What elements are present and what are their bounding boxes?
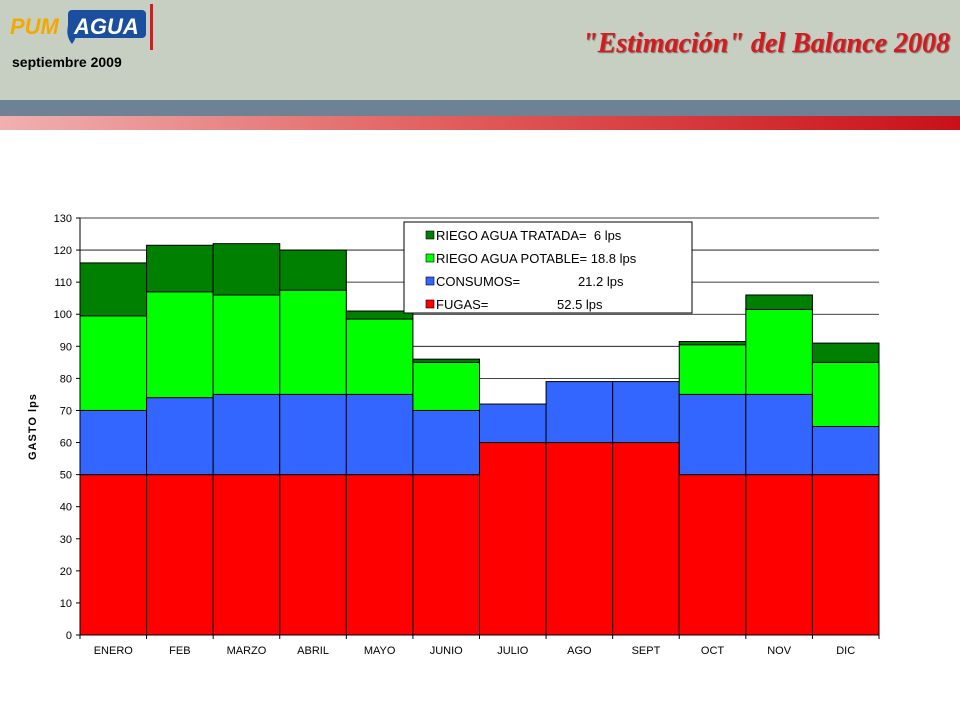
x-tick-label: AGO	[567, 645, 592, 657]
x-tick-label: NOV	[767, 645, 792, 657]
water-drop-icon	[67, 12, 77, 44]
bar-segment	[279, 249, 347, 291]
bar-segment	[811, 426, 880, 476]
header-divider-band	[0, 100, 960, 116]
bar-segment	[79, 262, 148, 317]
y-tick-label: 90	[60, 341, 72, 353]
legend-label: RIEGO AGUA POTABLE= 18.8 lps	[436, 251, 637, 266]
y-tick-label: 100	[54, 309, 72, 321]
bar-segment	[745, 474, 813, 636]
x-tick-label: DIC	[836, 645, 855, 657]
bar-segment	[745, 294, 813, 310]
legend-swatch	[425, 230, 435, 240]
legend-label: CONSUMOS= 21.2 lps	[436, 274, 624, 289]
page-title: "Estimación" del Balance 2008	[582, 28, 950, 59]
y-tick-label: 70	[60, 405, 72, 417]
x-tick-label: SEPT	[632, 645, 661, 657]
y-tick-label: 20	[60, 566, 72, 578]
x-tick-label: JUNIO	[430, 645, 463, 657]
bar-segment	[745, 393, 813, 476]
bar-segment	[146, 244, 214, 293]
y-tick-label: 40	[60, 502, 72, 514]
y-tick-label: 80	[60, 373, 72, 385]
bar-segment	[279, 289, 347, 395]
pumagua-logo: PUM AGUA	[10, 4, 153, 50]
header-gradient-band	[0, 116, 960, 130]
legend-label: RIEGO AGUA TRATADA= 6 lps	[436, 228, 622, 243]
bar-segment	[678, 340, 747, 346]
bar-segment	[745, 308, 813, 395]
logo-text-puma: PUM	[10, 14, 60, 39]
bar-segment	[146, 291, 214, 399]
logo-blue-box	[68, 10, 146, 38]
x-tick-label: MARZO	[227, 645, 267, 657]
bar-segment	[146, 474, 214, 636]
y-tick-label: 120	[54, 245, 72, 257]
bar-segment	[279, 393, 347, 476]
bar-segment	[79, 474, 148, 636]
bar-segment	[212, 474, 281, 636]
bar-segment	[612, 381, 680, 444]
bar-segment	[479, 403, 547, 444]
bar-segment	[212, 294, 281, 395]
x-tick-label: MAYO	[364, 645, 396, 657]
legend-label: FUGAS= 52.5 lps	[436, 297, 603, 312]
bar-segment	[345, 393, 414, 476]
bar-segment	[811, 361, 880, 428]
legend-swatch	[425, 253, 435, 263]
bar-segment	[412, 409, 480, 476]
bar-segment	[79, 409, 148, 476]
x-tick-label: ABRIL	[297, 645, 329, 657]
y-tick-label: 50	[60, 470, 72, 482]
bar-segment	[345, 474, 414, 636]
y-tick-label: 10	[60, 598, 72, 610]
logo-divider	[150, 4, 153, 50]
x-tick-label: ENERO	[94, 645, 134, 657]
bar-segment	[345, 310, 414, 320]
bar-segment	[678, 474, 747, 636]
bar-segment	[79, 315, 148, 411]
x-tick-label: JULIO	[497, 645, 529, 657]
bar-segment	[279, 474, 347, 636]
y-tick-label: 0	[66, 630, 72, 642]
subtitle-date: septiembre 2009	[12, 54, 122, 70]
bar-segment	[479, 442, 547, 636]
header-bar: PUM AGUA septiembre 2009 "Estimación" de…	[0, 0, 960, 100]
legend-swatch	[425, 299, 435, 309]
bar-segment	[678, 344, 747, 395]
bar-segment	[612, 442, 680, 636]
bar-segment	[412, 361, 480, 411]
y-tick-label: 30	[60, 534, 72, 546]
legend-swatch	[425, 276, 435, 286]
y-tick-label: 130	[54, 213, 72, 225]
bar-segment	[345, 318, 414, 395]
legend-box	[403, 221, 693, 314]
bar-segment	[811, 474, 880, 636]
y-axis-title: GASTO lps	[27, 393, 39, 460]
bar-segment	[545, 381, 614, 444]
x-tick-label: FEB	[169, 645, 190, 657]
bar-segment	[811, 342, 880, 363]
y-tick-label: 110	[54, 277, 72, 289]
y-tick-label: 60	[60, 438, 72, 450]
bar-segment	[412, 358, 480, 363]
bar-segment	[146, 397, 214, 476]
bar-segment	[212, 393, 281, 476]
x-tick-label: OCT	[701, 645, 725, 657]
bar-segment	[545, 442, 614, 636]
bar-segment	[212, 243, 281, 296]
logo-text-agua: AGUA	[73, 14, 139, 39]
bar-segment	[412, 474, 480, 636]
bar-segment	[678, 393, 747, 476]
